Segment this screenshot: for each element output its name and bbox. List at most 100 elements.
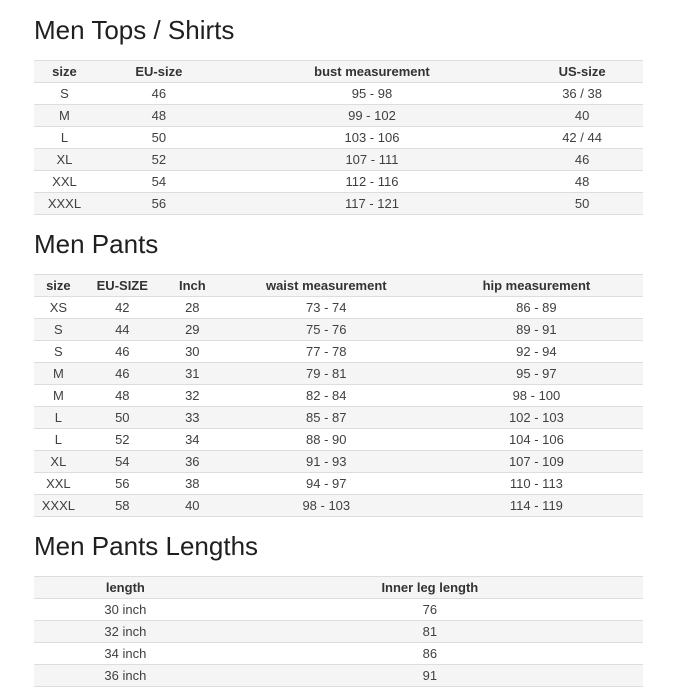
table-cell: S <box>34 340 83 363</box>
table-cell: 50 <box>521 192 643 215</box>
table-row: L 50 33 85 - 87 102 - 103 <box>34 406 643 429</box>
table-cell: 52 <box>94 148 223 171</box>
table-row: 32 inch 81 <box>34 620 643 643</box>
table-cell: 34 inch <box>34 642 217 665</box>
column-header: Inner leg length <box>216 576 643 599</box>
table-cell: 42 / 44 <box>521 126 643 149</box>
table-cell: 30 <box>161 340 223 363</box>
table-cell: 95 - 98 <box>222 82 522 105</box>
table-cell: 32 inch <box>34 620 217 643</box>
table-cell: S <box>34 318 83 341</box>
section-title-men-pants-lengths: Men Pants Lengths <box>34 530 259 561</box>
table-cell: 92 - 94 <box>429 340 643 363</box>
table-cell: XXXL <box>34 494 83 517</box>
table-cell: 32 <box>161 384 223 407</box>
table-cell: 54 <box>94 170 223 193</box>
table-cell: 30 inch <box>34 598 217 621</box>
table-cell: 58 <box>82 494 162 517</box>
table-cell: 86 <box>216 642 643 665</box>
header-row: size EU-SIZE Inch waist measurement hip meas… <box>34 274 643 297</box>
men-tops-shirts-table: size EU-size bust measurement US-size S 46 95 … <box>34 59 643 215</box>
table-cell: 52 <box>82 428 162 451</box>
table-cell: 75 - 76 <box>222 318 430 341</box>
table-cell: 34 <box>161 428 223 451</box>
table-cell: 99 - 102 <box>222 104 522 127</box>
table-cell: 86 - 89 <box>429 296 643 319</box>
column-header: waist measurement <box>222 274 430 297</box>
table-cell: 36 / 38 <box>521 82 643 105</box>
table-row: 34 inch 86 <box>34 642 643 665</box>
table-row: XXXL 56 117 - 121 50 <box>34 192 643 215</box>
table-cell: 36 inch <box>34 664 217 687</box>
table-cell: 102 - 103 <box>429 406 643 429</box>
men-pants-table: size EU-SIZE Inch waist measurement hip meas… <box>34 273 643 517</box>
column-header: EU-SIZE <box>82 274 162 297</box>
table-cell: 44 <box>82 318 162 341</box>
table-cell: 48 <box>521 170 643 193</box>
section-men-tops-shirts: Men Tops / Shirts size EU-size bust measur… <box>34 15 643 215</box>
table-cell: 89 - 91 <box>429 318 643 341</box>
table-cell: 114 - 119 <box>429 494 643 517</box>
table-cell: 40 <box>161 494 223 517</box>
column-header: length <box>34 576 217 599</box>
table-cell: 50 <box>94 126 223 149</box>
table-cell: 28 <box>161 296 223 319</box>
table-cell: 33 <box>161 406 223 429</box>
table-cell: M <box>34 384 83 407</box>
table-row: XXL 56 38 94 - 97 110 - 113 <box>34 472 643 495</box>
header-row: length Inner leg length <box>34 576 643 599</box>
table-cell: 46 <box>82 340 162 363</box>
column-header: hip measurement <box>429 274 643 297</box>
column-header: bust measurement <box>222 60 522 83</box>
table-cell: XXL <box>34 170 95 193</box>
table-cell: 107 - 109 <box>429 450 643 473</box>
table-cell: 91 <box>216 664 643 687</box>
table-cell: L <box>34 126 95 149</box>
table-row: S 44 29 75 - 76 89 - 91 <box>34 318 643 341</box>
column-header: Inch <box>161 274 223 297</box>
table-cell: 46 <box>521 148 643 171</box>
table-cell: 98 - 103 <box>222 494 430 517</box>
table-cell: XL <box>34 450 83 473</box>
table-cell: S <box>34 82 95 105</box>
section-title-men-tops-shirts: Men Tops / Shirts <box>34 15 235 45</box>
table-row: XXL 54 112 - 116 48 <box>34 170 643 193</box>
table-row: XXXL 58 40 98 - 103 114 - 119 <box>34 494 643 517</box>
table-cell: 46 <box>94 82 223 105</box>
table-cell: 76 <box>216 598 643 621</box>
table-row: XS 42 28 73 - 74 86 - 89 <box>34 296 643 319</box>
table-cell: 46 <box>82 362 162 385</box>
table-cell: 38 <box>161 472 223 495</box>
table-cell: 88 - 90 <box>222 428 430 451</box>
table-cell: 117 - 121 <box>222 192 522 215</box>
table-cell: 91 - 93 <box>222 450 430 473</box>
men-pants-lengths-table: length Inner leg length 30 inch 76 32 inch 81… <box>34 575 643 687</box>
table-cell: 42 <box>82 296 162 319</box>
table-cell: M <box>34 362 83 385</box>
table-cell: L <box>34 406 83 429</box>
table-cell: 77 - 78 <box>222 340 430 363</box>
table-cell: XXXL <box>34 192 95 215</box>
table-cell: L <box>34 428 83 451</box>
column-header: size <box>34 274 83 297</box>
table-cell: 48 <box>94 104 223 127</box>
table-row: L 50 103 - 106 42 / 44 <box>34 126 643 149</box>
table-cell: XXL <box>34 472 83 495</box>
section-title-men-pants: Men Pants <box>34 228 159 259</box>
table-cell: XS <box>34 296 83 319</box>
table-cell: 107 - 111 <box>222 148 522 171</box>
table-cell: 73 - 74 <box>222 296 430 319</box>
table-cell: XL <box>34 148 95 171</box>
table-cell: 85 - 87 <box>222 406 430 429</box>
table-cell: 94 - 97 <box>222 472 430 495</box>
table-cell: 95 - 97 <box>429 362 643 385</box>
table-row: XL 52 107 - 111 46 <box>34 148 643 171</box>
column-header: US-size <box>521 60 643 83</box>
table-cell: 79 - 81 <box>222 362 430 385</box>
header-row: size EU-size bust measurement US-size <box>34 60 643 83</box>
table-cell: 110 - 113 <box>429 472 643 495</box>
table-row: S 46 30 77 - 78 92 - 94 <box>34 340 643 363</box>
table-row: S 46 95 - 98 36 / 38 <box>34 82 643 105</box>
column-header: EU-size <box>94 60 223 83</box>
